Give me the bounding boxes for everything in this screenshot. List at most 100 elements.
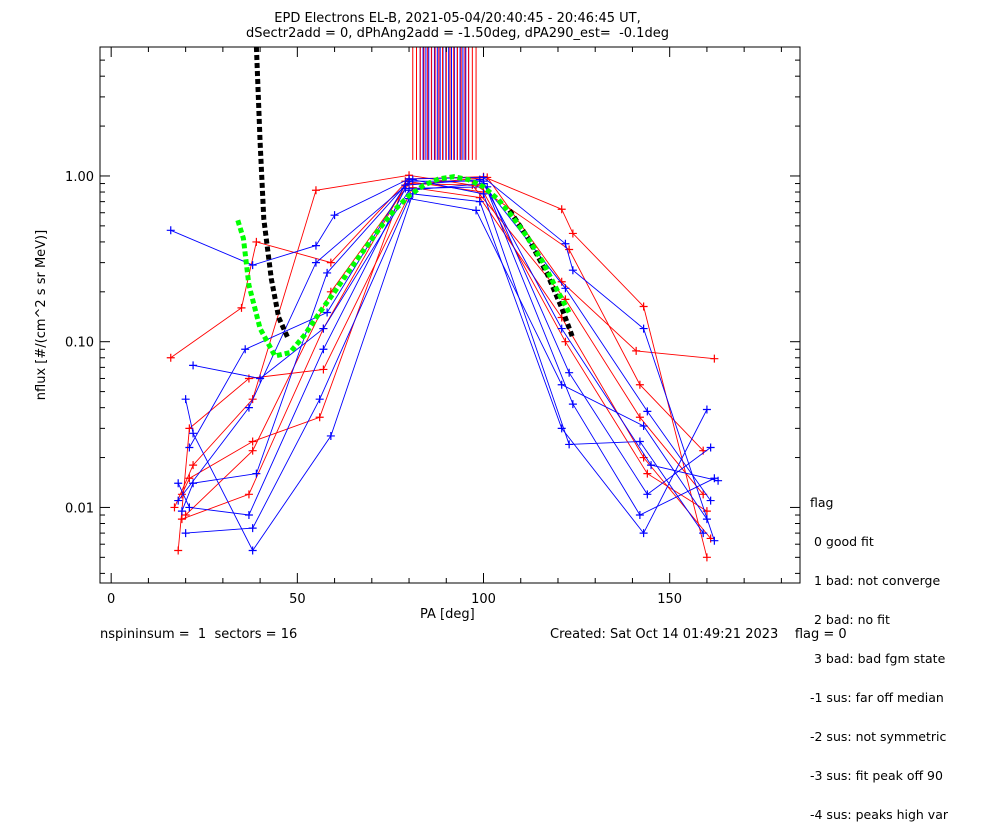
plus-marker [166, 226, 175, 235]
plus-marker [635, 380, 644, 389]
plus-marker [557, 324, 566, 333]
plus-marker [632, 346, 641, 355]
plus-marker [256, 374, 265, 383]
plus-marker [479, 189, 488, 198]
plus-marker [635, 413, 644, 422]
plus-marker [557, 277, 566, 286]
plus-marker [311, 241, 320, 250]
plus-marker [565, 245, 574, 254]
chart-subtitle: dSectr2add = 0, dPhAng2add = -1.50deg, d… [246, 26, 669, 41]
chart-title: EPD Electrons EL-B, 2021-05-04/20:40:45 … [274, 11, 641, 26]
plus-marker [472, 206, 481, 215]
plus-marker [643, 407, 652, 416]
plus-marker [643, 469, 652, 478]
plus-marker [185, 503, 194, 512]
plus-marker [326, 258, 335, 267]
plus-marker [174, 479, 183, 488]
x-tick-label: 150 [657, 592, 682, 607]
plus-marker [166, 353, 175, 362]
plus-marker [323, 268, 332, 277]
plus-marker [181, 511, 190, 520]
plus-marker [702, 405, 711, 414]
plus-marker [315, 413, 324, 422]
plus-marker [706, 443, 715, 452]
plus-marker [561, 284, 570, 293]
series-line [177, 179, 704, 534]
plus-marker [177, 507, 186, 516]
legend-item: -1 sus: far off median [810, 690, 944, 705]
series-line [193, 183, 719, 482]
plus-marker [643, 490, 652, 499]
plus-marker [714, 476, 723, 485]
legend-item: 2 bad: no fit [810, 612, 890, 627]
plus-marker [408, 175, 417, 184]
series-line [185, 183, 704, 516]
series-line [189, 179, 711, 501]
plus-marker [706, 496, 715, 505]
footer-left-info: nspininsum = 1 sectors = 16 [100, 627, 298, 642]
footer-right-info: Created: Sat Oct 14 01:49:21 2023 flag =… [550, 627, 847, 642]
plus-marker [710, 354, 719, 363]
plus-marker [475, 197, 484, 206]
plus-marker [561, 239, 570, 248]
legend-title: flag [810, 495, 834, 510]
plus-marker [319, 324, 328, 333]
y-tick-label: 0.10 [65, 336, 94, 351]
plus-marker [702, 515, 711, 524]
plus-marker [319, 345, 328, 354]
plus-marker [248, 446, 257, 455]
plus-marker [174, 546, 183, 555]
plus-marker [568, 400, 577, 409]
plus-marker [635, 437, 644, 446]
plus-marker [174, 496, 183, 505]
plus-marker [561, 337, 570, 346]
chart-plot: 0 50 100 150 0.01 0.10 1.00 [65, 46, 801, 607]
plus-marker [177, 515, 186, 524]
fit-curve [253, 47, 291, 340]
plus-marker [170, 503, 179, 512]
legend-item: 0 good fit [810, 534, 874, 549]
plus-marker [557, 205, 566, 214]
plus-marker [330, 211, 339, 220]
x-tick-label: 50 [289, 592, 306, 607]
plus-marker [185, 474, 194, 483]
plus-marker [568, 229, 577, 238]
plus-marker [248, 437, 257, 446]
plus-marker [557, 424, 566, 433]
plus-marker [475, 175, 484, 184]
plus-marker [181, 529, 190, 538]
plus-marker [244, 511, 253, 520]
plus-marker [244, 374, 253, 383]
plus-marker [185, 443, 194, 452]
plus-marker [639, 302, 648, 311]
legend-item: -3 sus: fit peak off 90 [810, 768, 943, 783]
plus-marker [647, 461, 656, 470]
plus-marker [635, 511, 644, 520]
plus-marker [241, 345, 250, 354]
plus-marker [639, 422, 648, 431]
x-tick-label: 100 [471, 592, 496, 607]
plot-data-layer [166, 47, 723, 562]
legend-item: -4 sus: peaks high var [810, 807, 949, 822]
series-line [177, 186, 711, 516]
y-tick-label: 1.00 [65, 170, 94, 185]
series-line [185, 198, 708, 534]
plus-marker [311, 186, 320, 195]
plus-marker [189, 461, 198, 470]
plus-marker [639, 324, 648, 333]
plus-marker [565, 368, 574, 377]
plus-marker [189, 361, 198, 370]
fit-curve [235, 174, 572, 359]
plus-marker [252, 237, 261, 246]
plus-marker [244, 490, 253, 499]
plus-marker [248, 261, 257, 270]
plus-marker [565, 440, 574, 449]
plus-marker [315, 395, 324, 404]
plus-marker [189, 429, 198, 438]
plus-marker [323, 308, 332, 317]
plus-marker [244, 403, 253, 412]
y-tick-label: 0.01 [65, 501, 94, 516]
flag-legend: flag 0 good fit 1 bad: not converge 2 ba… [810, 470, 948, 834]
y-axis-label: nflux [#/(cm^2 s sr MeV)] [34, 229, 49, 401]
plus-marker [248, 524, 257, 533]
